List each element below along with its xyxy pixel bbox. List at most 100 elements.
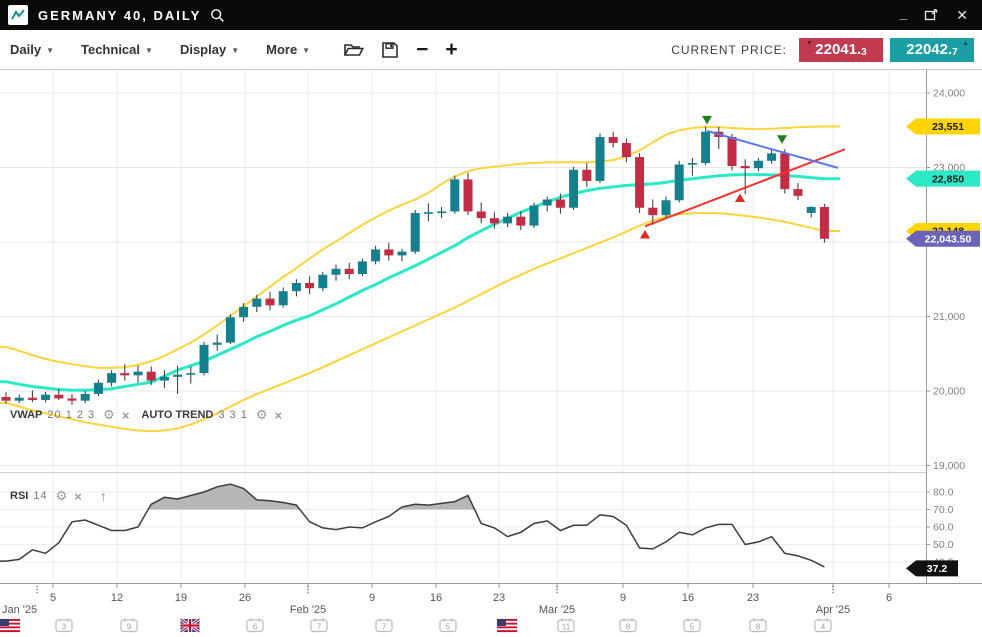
- buy-price-button[interactable]: 22042. 7 ▲: [890, 37, 974, 62]
- calendar-event-icon: 4: [814, 618, 832, 633]
- search-icon[interactable]: [210, 8, 225, 23]
- menu-more[interactable]: More ▼: [266, 42, 310, 57]
- bid-price-decimal: 3: [861, 46, 867, 58]
- candle-body: [806, 206, 816, 213]
- candle-body: [701, 131, 711, 164]
- auto-trend-remove-icon[interactable]: ×: [274, 407, 283, 423]
- candle-body: [648, 207, 658, 216]
- price-badge: 22,043.50: [906, 230, 980, 247]
- rsi-line: [0, 483, 825, 568]
- date-axis-label: 6: [886, 592, 892, 604]
- candle-body: [225, 317, 235, 343]
- menu-display[interactable]: Display ▼: [180, 42, 239, 57]
- calendar-event-icon: 6: [246, 618, 264, 633]
- indicator-row-rsi: RSI 14 ⚙ × ↑: [10, 488, 107, 504]
- candle-body: [371, 249, 381, 262]
- rsi-move-up-icon[interactable]: ↑: [99, 488, 107, 504]
- candle-body: [753, 160, 763, 169]
- auto-trend-params: 3 3 1: [218, 409, 248, 421]
- date-axis-label: 16: [430, 592, 442, 604]
- candle-body: [344, 268, 354, 275]
- popout-button[interactable]: [924, 8, 939, 22]
- chevron-down-icon: ▼: [145, 46, 153, 55]
- menu-technical[interactable]: Technical ▼: [81, 42, 153, 57]
- minimize-button[interactable]: _: [899, 5, 908, 21]
- rsi-remove-icon[interactable]: ×: [74, 488, 82, 504]
- candle-body: [159, 376, 169, 381]
- rsi: [0, 483, 825, 568]
- candle-body: [278, 291, 288, 306]
- date-axis-label: 12: [111, 592, 123, 604]
- candle-body: [107, 373, 117, 383]
- candle-body: [54, 394, 64, 399]
- svg-text:5: 5: [690, 623, 695, 632]
- close-button[interactable]: ✕: [956, 7, 968, 23]
- svg-text:9: 9: [127, 623, 132, 632]
- rsi-axis-label: 50.0: [933, 539, 954, 551]
- vwap: [0, 173, 840, 392]
- candle-body: [621, 142, 631, 158]
- svg-text:3: 3: [62, 623, 67, 632]
- candle-body: [410, 212, 420, 252]
- menu-daily-label: Daily: [10, 42, 42, 57]
- calendar-event-icon: 5: [439, 618, 457, 633]
- menu-display-label: Display: [179, 42, 227, 57]
- candle-body: [687, 163, 697, 165]
- candle-body: [476, 211, 486, 219]
- candle-body: [635, 157, 645, 208]
- price-chart: 24,00023,00022,00021,00020,00019,00080.0…: [0, 70, 982, 634]
- trendline-resistance: [706, 130, 839, 169]
- date-axis-label: 16: [682, 592, 694, 604]
- price-axis-label: 24,000: [933, 88, 965, 100]
- candle-body: [608, 136, 618, 143]
- tick-down-icon: ▼: [806, 39, 813, 47]
- date-axis-label: 23: [747, 592, 759, 604]
- candle-body: [146, 371, 156, 381]
- title-bar: GERMANY 40, DAILY _ ✕: [0, 0, 982, 30]
- svg-text:8: 8: [626, 623, 631, 632]
- candle-body: [265, 298, 275, 306]
- candle-body: [239, 306, 249, 318]
- vwap-settings-icon[interactable]: ⚙: [103, 407, 115, 422]
- rsi-axis-label: 80.0: [933, 487, 954, 499]
- rsi-params: 14: [33, 490, 48, 502]
- candle-body: [555, 199, 565, 208]
- zoom-out-button[interactable]: −: [416, 38, 429, 61]
- save-icon[interactable]: [381, 41, 399, 59]
- lower-band-line: [0, 211, 840, 433]
- svg-text:23,551: 23,551: [932, 121, 964, 133]
- rsi-settings-icon[interactable]: ⚙: [55, 488, 68, 503]
- svg-text:22,850: 22,850: [932, 173, 964, 185]
- calendar-event-icon: 9: [120, 618, 138, 633]
- toolbar: Daily ▼ Technical ▼ Display ▼ More ▼: [0, 30, 982, 70]
- candle-body: [41, 394, 51, 400]
- month-axis-label: Jan '25: [2, 604, 37, 616]
- rsi-label: RSI: [10, 490, 29, 502]
- price-badge: 23,551: [906, 118, 980, 135]
- calendar-event-icon: 5: [683, 618, 701, 633]
- candle-body: [357, 261, 367, 275]
- candle-body: [305, 282, 315, 289]
- vwap-label: VWAP: [10, 409, 43, 421]
- date-axis-label: 23: [493, 592, 505, 604]
- zoom-in-button[interactable]: +: [445, 38, 458, 61]
- price-axis-label: 19,000: [933, 460, 965, 472]
- menu-daily[interactable]: Daily ▼: [10, 42, 54, 57]
- svg-text:6: 6: [253, 623, 258, 632]
- calendar-event-icon: 7: [375, 618, 393, 633]
- month-axis-label: Apr '25: [816, 604, 851, 616]
- candle-body: [569, 169, 579, 208]
- window-controls: _ ✕: [899, 5, 974, 23]
- candle-body: [542, 199, 552, 206]
- candle-body: [199, 344, 209, 374]
- auto-trend-settings-icon[interactable]: ⚙: [255, 407, 268, 422]
- candle-body: [397, 251, 407, 256]
- bid-price: 22041.: [815, 41, 862, 58]
- svg-text:22,043.50: 22,043.50: [925, 233, 972, 245]
- candle-body: [489, 218, 499, 224]
- candle-body: [331, 268, 341, 275]
- candle-body: [529, 205, 539, 226]
- open-folder-icon[interactable]: [343, 41, 365, 58]
- sell-price-button[interactable]: ▼ 22041. 3: [799, 37, 883, 62]
- vwap-remove-icon[interactable]: ×: [121, 407, 130, 423]
